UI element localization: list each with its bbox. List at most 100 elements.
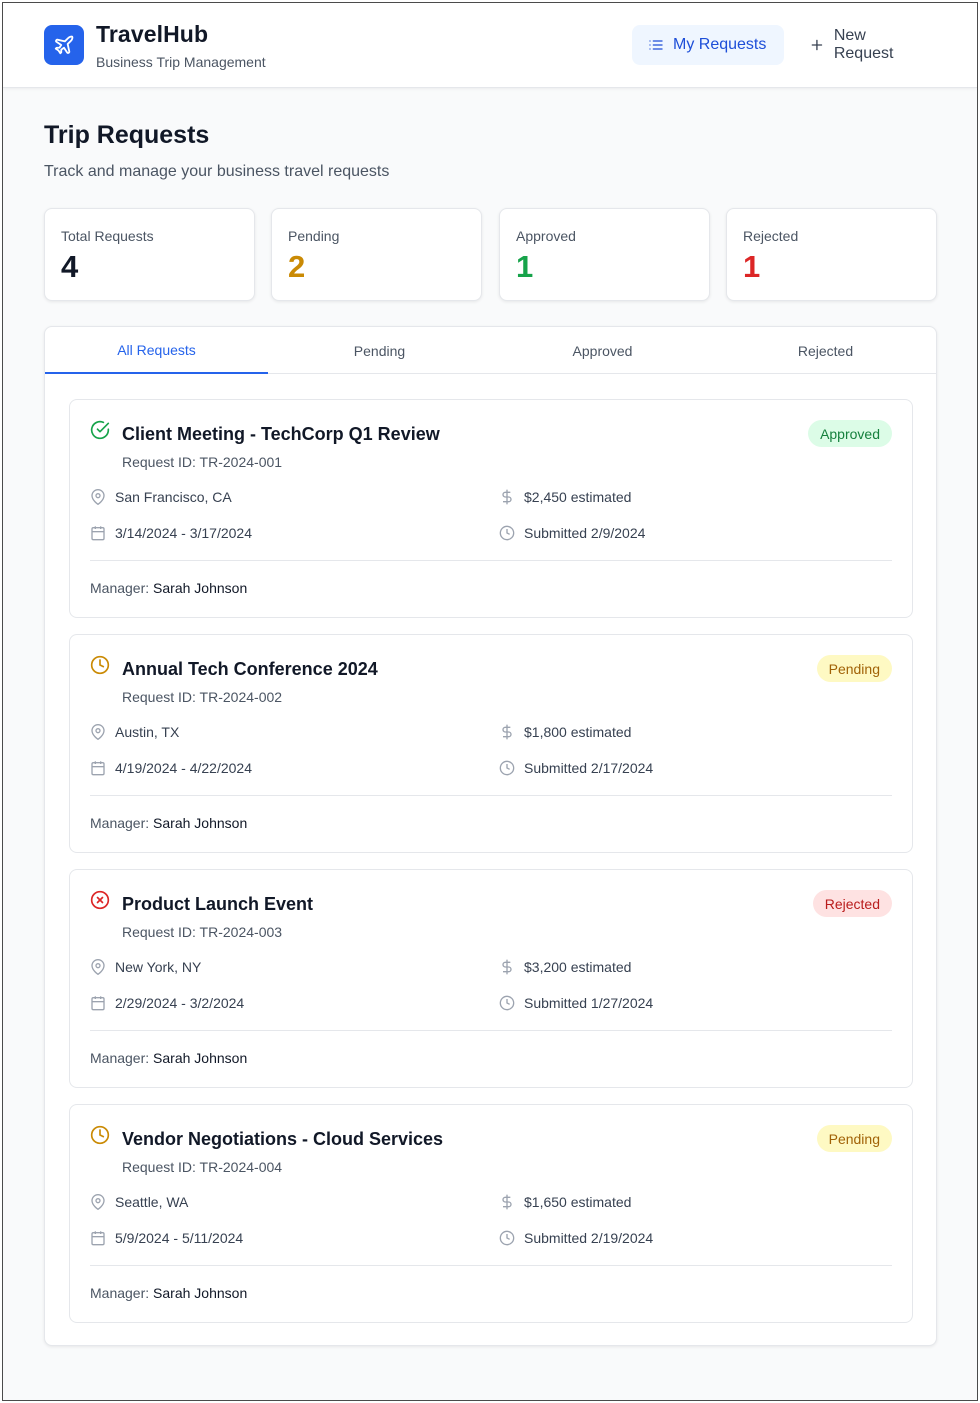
my-requests-label: My Requests [673, 36, 767, 53]
tab-approved[interactable]: Approved [572, 342, 633, 359]
stat-label: Total Requests [61, 228, 154, 244]
divider [90, 1265, 892, 1266]
dates-text: 4/19/2024 - 4/22/2024 [115, 760, 253, 776]
app-name: TravelHub [96, 21, 209, 47]
request-card[interactable]: Vendor Negotiations - Cloud Services Req… [69, 1104, 913, 1323]
status-badge: Rejected [812, 890, 892, 917]
tab-all-requests[interactable]: All Requests [45, 327, 268, 374]
cost-text: $1,650 estimated [524, 1194, 632, 1210]
clock-icon [499, 995, 515, 1011]
map-pin-icon [91, 489, 105, 505]
submitted-text: Submitted 1/27/2024 [524, 995, 654, 1011]
stat-value: 4 [61, 249, 79, 284]
manager-name: Sarah Johnson [153, 580, 248, 596]
clock-icon [90, 655, 110, 675]
cost: $2,450 estimated [499, 489, 631, 505]
requests-panel: All Requests Pending Approved Rejected C… [44, 326, 937, 1346]
submitted: Submitted 2/19/2024 [499, 1230, 653, 1246]
stat-card-rejected: Rejected 1 [726, 208, 937, 301]
submitted-text: Submitted 2/9/2024 [524, 525, 646, 541]
check-circle-icon [90, 420, 110, 440]
new-request-button[interactable]: New Request [793, 25, 945, 65]
divider [90, 560, 892, 561]
dates-text: 3/14/2024 - 3/17/2024 [115, 525, 253, 541]
dates-text: 2/29/2024 - 3/2/2024 [115, 995, 245, 1011]
location: New York, NY [90, 959, 201, 975]
page-subtitle: Track and manage your business travel re… [44, 163, 390, 180]
dates: 5/9/2024 - 5/11/2024 [90, 1230, 243, 1246]
location-text: New York, NY [115, 959, 202, 975]
clock-icon [499, 525, 515, 541]
submitted-text: Submitted 2/19/2024 [524, 1230, 654, 1246]
stat-value: 1 [516, 249, 534, 284]
cost: $1,800 estimated [499, 724, 631, 740]
submitted: Submitted 2/9/2024 [499, 525, 645, 541]
manager-name: Sarah Johnson [153, 815, 248, 831]
status-badge: Pending [816, 1125, 892, 1152]
location: Seattle, WA [90, 1194, 188, 1210]
request-id: Request ID: TR-2024-002 [122, 689, 283, 705]
request-title: Annual Tech Conference 2024 [122, 659, 378, 679]
dollar-icon [502, 959, 512, 975]
app-subtitle: Business Trip Management [96, 54, 266, 70]
calendar-icon [91, 761, 105, 776]
request-card[interactable]: Product Launch Event Request ID: TR-2024… [69, 869, 913, 1088]
calendar-icon [91, 1231, 105, 1246]
calendar-icon [91, 526, 105, 541]
location: San Francisco, CA [90, 489, 232, 505]
manager: Manager: Sarah Johnson [90, 1285, 247, 1301]
request-card[interactable]: Client Meeting - TechCorp Q1 Review Requ… [69, 399, 913, 618]
cost: $1,650 estimated [499, 1194, 631, 1210]
divider [90, 1030, 892, 1031]
plane-logo-icon [44, 25, 84, 65]
x-circle-icon [90, 890, 110, 910]
location-text: San Francisco, CA [115, 489, 232, 505]
manager-label: Manager: [90, 1050, 150, 1066]
dates: 4/19/2024 - 4/22/2024 [90, 760, 252, 776]
stat-label: Approved [516, 228, 576, 244]
tab-bar: All Requests Pending Approved Rejected [45, 327, 936, 374]
status-badge: Approved [808, 420, 892, 447]
stat-label: Rejected [743, 228, 799, 244]
manager-label: Manager: [90, 580, 150, 596]
clock-icon [499, 760, 515, 776]
new-request-label: New Request [833, 27, 894, 62]
request-title: Client Meeting - TechCorp Q1 Review [122, 424, 440, 444]
map-pin-icon [91, 724, 105, 740]
submitted-text: Submitted 2/17/2024 [524, 760, 654, 776]
dollar-icon [502, 489, 512, 505]
cost-text: $3,200 estimated [524, 959, 632, 975]
request-title: Vendor Negotiations - Cloud Services [122, 1129, 444, 1149]
stat-card-pending: Pending 2 [271, 208, 482, 301]
submitted: Submitted 2/17/2024 [499, 760, 653, 776]
manager-name: Sarah Johnson [153, 1050, 248, 1066]
request-id: Request ID: TR-2024-003 [122, 924, 283, 940]
top-header: TravelHub Business Trip Management My Re… [3, 3, 977, 88]
manager-name: Sarah Johnson [153, 1285, 248, 1301]
divider [90, 795, 892, 796]
clock-icon [90, 1125, 110, 1145]
stat-value: 1 [743, 249, 761, 284]
map-pin-icon [91, 1194, 105, 1210]
tab-pending[interactable]: Pending [353, 342, 406, 359]
location-text: Austin, TX [115, 724, 180, 740]
my-requests-button[interactable]: My Requests [632, 25, 784, 65]
dollar-icon [502, 1194, 512, 1210]
dates: 2/29/2024 - 3/2/2024 [90, 995, 244, 1011]
request-card[interactable]: Annual Tech Conference 2024 Request ID: … [69, 634, 913, 853]
location: Austin, TX [90, 724, 179, 740]
calendar-icon [91, 996, 105, 1011]
dates: 3/14/2024 - 3/17/2024 [90, 525, 252, 541]
status-badge: Pending [816, 655, 892, 682]
dollar-icon [502, 724, 512, 740]
dates-text: 5/9/2024 - 5/11/2024 [115, 1230, 244, 1246]
clock-icon [499, 1230, 515, 1246]
manager: Manager: Sarah Johnson [90, 1050, 247, 1066]
map-pin-icon [91, 959, 105, 975]
manager: Manager: Sarah Johnson [90, 580, 247, 596]
manager-label: Manager: [90, 1285, 150, 1301]
manager: Manager: Sarah Johnson [90, 815, 247, 831]
request-title: Product Launch Event [122, 894, 314, 914]
request-id: Request ID: TR-2024-001 [122, 454, 283, 470]
tab-rejected[interactable]: Rejected [797, 342, 854, 359]
